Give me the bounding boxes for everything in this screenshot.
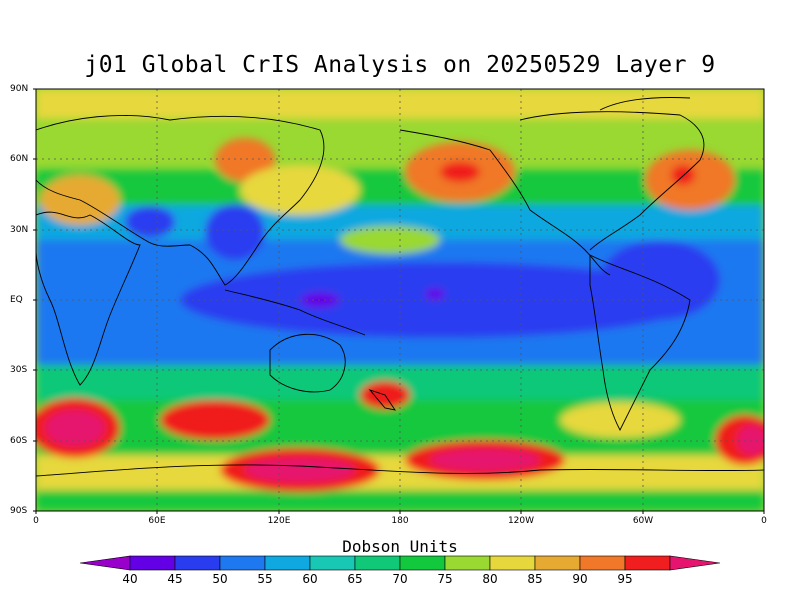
graticule — [36, 89, 764, 511]
colorbar-segment — [354, 555, 401, 571]
colorbar-tick-label: 45 — [167, 572, 183, 586]
coastlines — [36, 97, 764, 477]
colorbar-segment — [219, 555, 266, 571]
colorbar-tick-label: 55 — [257, 572, 273, 586]
colorbar-tick-label: 40 — [122, 572, 138, 586]
colorbar-arrow-low — [79, 555, 131, 571]
colorbar-tick-label: 60 — [302, 572, 318, 586]
colorbar-tick-label: 50 — [212, 572, 228, 586]
lat-label-eq: EQ — [10, 295, 23, 305]
colorbar-segment — [264, 555, 311, 571]
colorbar-segment — [444, 555, 491, 571]
lon-label-0-left: 0 — [33, 516, 39, 526]
map-title: j01 Global CrIS Analysis on 20250529 Lay… — [84, 52, 716, 78]
lat-label-60n: 60N — [10, 154, 29, 164]
axis-ticks — [33, 88, 765, 514]
lat-label-60s: 60S — [10, 436, 28, 446]
lat-label-90n: 90N — [10, 84, 29, 94]
ozone-field — [36, 89, 764, 511]
lat-label-30s: 30S — [10, 365, 28, 375]
colorbar-segment — [579, 555, 626, 571]
colorbar-segment — [489, 555, 536, 571]
colorbar-tick-label: 95 — [617, 572, 633, 586]
colorbar-tick-label: 70 — [392, 572, 408, 586]
lat-label-90s: 90S — [10, 506, 28, 516]
lon-label-0-right: 0 — [761, 516, 767, 526]
colorbar-arrow-high — [669, 555, 721, 571]
colorbar-segment — [309, 555, 356, 571]
lon-label-180: 180 — [391, 516, 409, 526]
lat-label-30n: 30N — [10, 225, 29, 235]
colorbar — [79, 555, 721, 571]
colorbar-tick-label: 85 — [527, 572, 543, 586]
lon-label-120e: 120E — [267, 516, 291, 526]
colorbar-tick-label: 80 — [482, 572, 498, 586]
colorbar-segment — [534, 555, 581, 571]
lon-label-60e: 60E — [148, 516, 166, 526]
colorbar-tick-label: 75 — [437, 572, 453, 586]
colorbar-tick-label: 65 — [347, 572, 363, 586]
colorbar-title: Dobson Units — [342, 537, 458, 556]
colorbar-tick-label: 90 — [572, 572, 588, 586]
lon-label-60w: 60W — [632, 516, 654, 526]
colorbar-segment — [174, 555, 221, 571]
colorbar-segment — [399, 555, 446, 571]
colorbar-segment — [624, 555, 671, 571]
colorbar-segment — [129, 555, 176, 571]
lon-label-120w: 120W — [507, 516, 535, 526]
